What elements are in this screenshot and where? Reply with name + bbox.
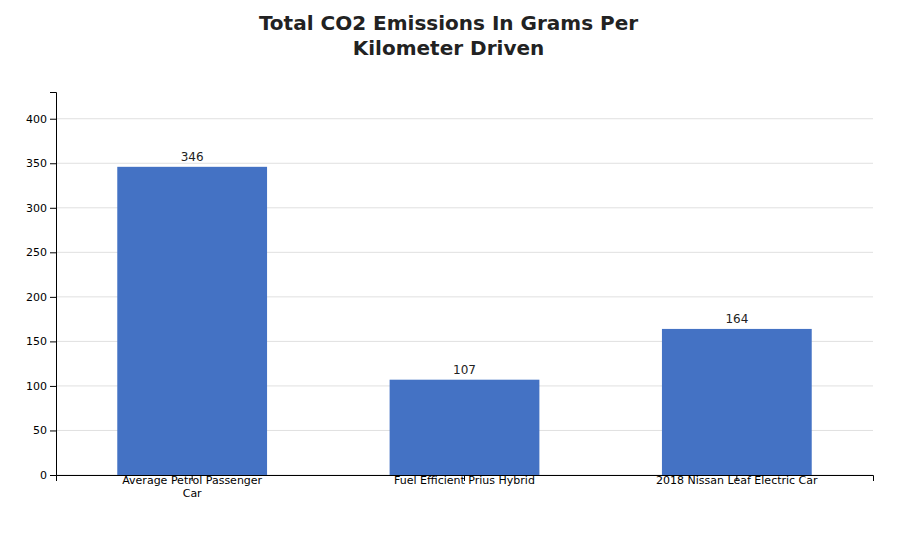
y-tick-mark <box>50 252 56 253</box>
y-tick: 200 <box>26 291 56 304</box>
plot-area: 0 50 100 150 200 250 300 350 400 Average Petrol P… <box>26 93 874 500</box>
data-label: 346 <box>181 150 204 164</box>
y-tick: 0 <box>40 469 56 482</box>
y-tick-mark <box>50 475 56 476</box>
x-tick-label: Fuel Efficient Prius Hybrid <box>394 474 535 487</box>
x-tick-label: Average Petrol PassengerCar <box>122 474 262 500</box>
y-tick-label: 250 <box>26 246 47 259</box>
y-tick: 400 <box>26 113 56 126</box>
y-tick-mark <box>50 163 56 164</box>
data-label: 107 <box>453 363 476 377</box>
y-tick-label: 200 <box>26 291 47 304</box>
y-tick-label: 100 <box>26 380 47 393</box>
chart-container: Total CO2 Emissions In Grams PerKilomete… <box>0 0 897 537</box>
x-tick: Average Petrol PassengerCar <box>122 474 262 500</box>
y-tick: 150 <box>26 335 56 348</box>
x-axis: Average Petrol PassengerCar Fuel Efficien… <box>57 474 874 500</box>
y-tick: 50 <box>33 424 56 437</box>
y-tick-mark <box>50 341 56 342</box>
bar <box>390 380 540 475</box>
y-tick-mark <box>50 430 56 431</box>
data-label: 164 <box>725 312 748 326</box>
y-tick-label: 350 <box>26 157 47 170</box>
y-axis: 0 50 100 150 200 250 300 350 400 <box>26 93 57 483</box>
x-tick: Fuel Efficient Prius Hybrid <box>394 474 535 487</box>
data-labels: 346 107 164 <box>181 150 749 377</box>
y-tick-mark <box>50 297 56 298</box>
y-tick-label: 300 <box>26 202 47 215</box>
bar <box>117 167 267 475</box>
grid <box>56 119 873 475</box>
chart-title: Total CO2 Emissions In Grams PerKilomete… <box>259 11 638 60</box>
chart-svg: Total CO2 Emissions In Grams PerKilomete… <box>0 0 897 537</box>
y-tick-mark <box>50 386 56 387</box>
x-tick-label-line: Average Petrol Passenger <box>122 474 262 487</box>
y-tick-mark <box>50 208 56 209</box>
chart-title-line: Kilometer Driven <box>353 36 544 60</box>
grid-line <box>56 118 873 119</box>
y-tick: 250 <box>26 246 56 259</box>
y-tick: 300 <box>26 202 56 215</box>
y-tick-label: 400 <box>26 113 47 126</box>
x-tick-label-line: Car <box>183 487 202 500</box>
y-axis-line <box>50 93 57 476</box>
x-tick-label: 2018 Nissan Leaf Electric Car <box>656 474 818 487</box>
bar <box>662 329 812 475</box>
x-tick-label-line: 2018 Nissan Leaf Electric Car <box>656 474 818 487</box>
chart-title-line: Total CO2 Emissions In Grams Per <box>259 11 638 35</box>
x-tick-label-line: Fuel Efficient Prius Hybrid <box>394 474 535 487</box>
grid-line <box>56 163 873 164</box>
y-tick-label: 50 <box>33 424 47 437</box>
y-tick-label: 150 <box>26 335 47 348</box>
y-tick: 350 <box>26 157 56 170</box>
y-tick: 100 <box>26 380 56 393</box>
x-tick: 2018 Nissan Leaf Electric Car <box>656 474 818 487</box>
y-tick-label: 0 <box>40 469 47 482</box>
y-tick-mark <box>50 119 56 120</box>
bars <box>117 167 811 475</box>
